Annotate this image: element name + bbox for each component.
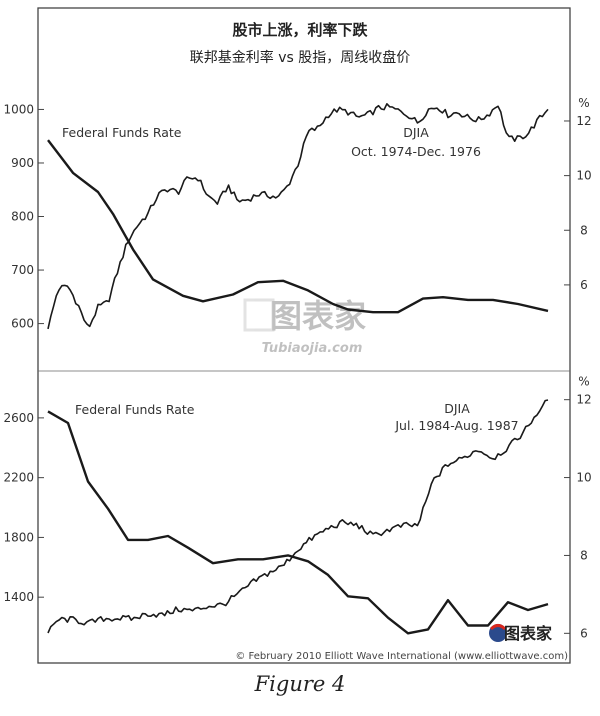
watermark: 图表家 Tubiaojia.com <box>243 297 366 356</box>
right-axis-unit: % <box>578 375 589 389</box>
bottom-fed-funds-label: Federal Funds Rate <box>75 402 195 417</box>
right-tick-label: 6 <box>580 626 588 640</box>
left-tick-label: 1800 <box>3 530 34 544</box>
left-tick-label: 600 <box>11 317 34 331</box>
left-tick-label: 2200 <box>3 471 34 485</box>
bottom-djia-period-label: Jul. 1984-Aug. 1987 <box>394 418 518 433</box>
left-tick-label: 1400 <box>3 590 34 604</box>
top-djia-period-label: Oct. 1974-Dec. 1976 <box>351 144 481 159</box>
tubiaojia-logo: 图表家 <box>489 624 553 643</box>
right-tick-label: 8 <box>580 223 588 237</box>
bottom-panel-series <box>47 399 549 635</box>
left-tick-label: 800 <box>11 210 34 224</box>
logo-text: 图表家 <box>504 624 553 643</box>
djia-line <box>47 399 549 634</box>
chart-frame <box>37 7 571 664</box>
watermark-logo-icon <box>243 298 275 332</box>
watermark-url: Tubiaojia.com <box>262 341 363 356</box>
top-panel-axes: 600 700 800 900 1000 6 8 10 12% <box>3 96 591 331</box>
copyright-note: © February 2010 Elliott Wave Internation… <box>235 651 568 662</box>
top-djia-label: DJIA <box>403 125 429 140</box>
logo-swoosh-icon <box>489 624 507 631</box>
figure-caption: Figure 4 <box>254 672 346 696</box>
bottom-djia-label: DJIA <box>444 401 470 416</box>
right-tick-label: 8 <box>580 548 588 562</box>
right-tick-label: 10 <box>576 471 591 485</box>
fed-funds-rate-line <box>47 410 549 635</box>
top-fed-funds-label: Federal Funds Rate <box>62 125 182 140</box>
watermark-text: 图表家 <box>270 297 366 335</box>
top-panel-series <box>47 103 549 330</box>
djia-line <box>47 103 549 330</box>
left-tick-label: 700 <box>11 263 34 277</box>
fed-funds-rate-line <box>47 139 549 314</box>
bottom-panel-axes: 1400 1800 2200 2600 6 8 10 12% <box>3 375 591 641</box>
right-tick-label: 12 <box>576 114 591 128</box>
left-tick-label: 900 <box>11 156 34 170</box>
right-axis-unit: % <box>578 96 589 110</box>
right-tick-label: 10 <box>576 169 591 183</box>
left-tick-label: 2600 <box>3 411 34 425</box>
left-tick-label: 1000 <box>3 102 34 116</box>
right-tick-label: 12 <box>576 393 591 407</box>
chart-title: 股市上涨，利率下跌 <box>232 21 368 39</box>
right-tick-label: 6 <box>580 278 588 292</box>
chart-subtitle: 联邦基金利率 vs 股指，周线收盘价 <box>190 49 410 66</box>
